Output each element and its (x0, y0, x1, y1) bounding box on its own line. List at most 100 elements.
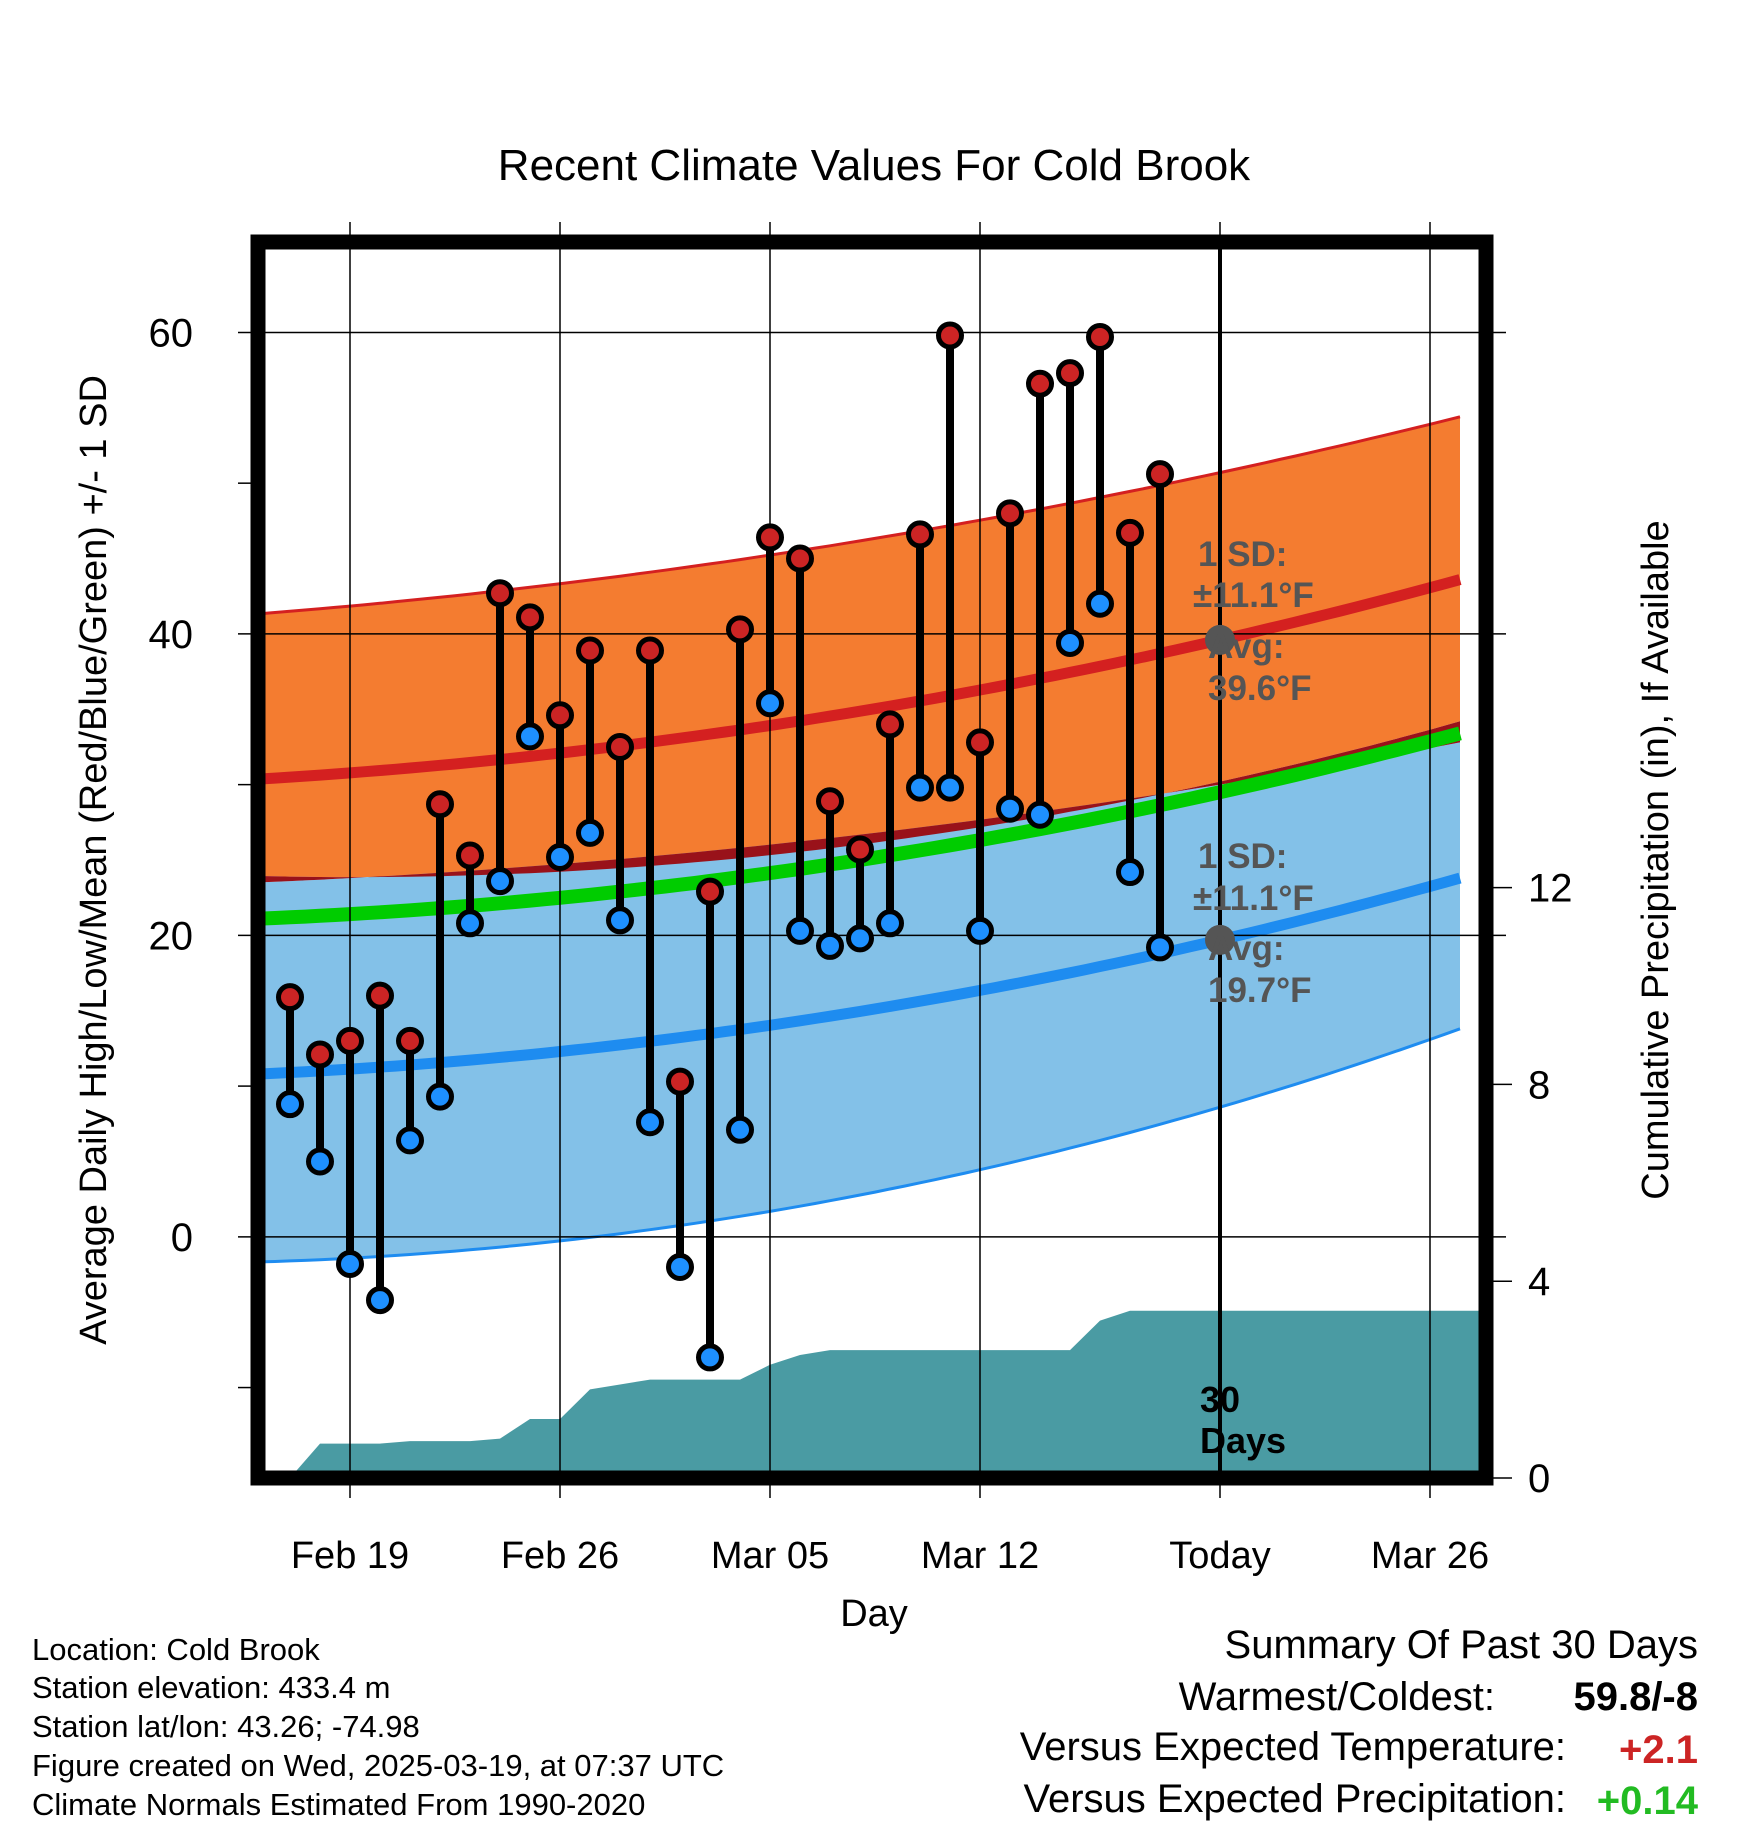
low-point (396, 1126, 424, 1155)
high-point (906, 520, 934, 549)
low-point (786, 916, 814, 945)
info-normals: Climate Normals Estimated From 1990-2020 (32, 1787, 646, 1822)
high-point (456, 841, 484, 870)
high-point (366, 981, 394, 1010)
x-tick-label: Feb 26 (501, 1535, 619, 1577)
x-tick-label: Mar 12 (921, 1535, 1039, 1577)
low-point (636, 1108, 664, 1137)
days-count: 30 (1200, 1379, 1240, 1420)
high-point (306, 1040, 334, 1069)
high-point (756, 523, 784, 552)
plot-frame (250, 234, 1494, 1486)
high-point (846, 835, 874, 864)
low-point (876, 909, 904, 938)
high-sd-label: 1 SD: (1198, 535, 1287, 574)
low-point (1026, 800, 1054, 829)
high-point (786, 544, 814, 573)
low-point (936, 773, 964, 802)
plot-border (250, 234, 1494, 1486)
high-point (666, 1067, 694, 1096)
precip-area (272, 1310, 1486, 1478)
high-point (996, 499, 1024, 528)
today-marker (1205, 242, 1235, 1478)
temp-versus-label: Versus Expected Temperature: (1019, 1725, 1566, 1769)
summary-heading: Summary Of Past 30 Days (1224, 1623, 1698, 1667)
x-tick-label: Mar 26 (1371, 1535, 1489, 1577)
high-point (636, 636, 664, 665)
info-elevation: Station elevation: 433.4 m (32, 1670, 391, 1705)
high-point (1056, 359, 1084, 388)
low-point (456, 909, 484, 938)
annotations: 1 SD: ±11.1°F Avg: 39.6°F 1 SD: ±11.1°F … (1193, 535, 1314, 1461)
chart-title: Recent Climate Values For Cold Brook (498, 141, 1251, 190)
low-avg-dot (1205, 924, 1235, 955)
high-upper-edge (259, 415, 1461, 616)
precip-fill (272, 1310, 1486, 1478)
low-point (996, 794, 1024, 823)
y2-tick-label: 4 (1528, 1260, 1550, 1304)
low-point (846, 924, 874, 953)
x-tick-label: Today (1169, 1535, 1270, 1577)
high-point (1146, 460, 1174, 489)
high-point (336, 1026, 364, 1055)
low-point (696, 1343, 724, 1372)
high-point (396, 1026, 424, 1055)
warmest-coldest-value: 59.8/-8 (1573, 1675, 1698, 1719)
high-point (546, 701, 574, 730)
y2-tick-label: 0 (1528, 1457, 1550, 1501)
low-avg-line (259, 872, 1462, 1080)
y2-tick-label: 12 (1528, 867, 1573, 911)
low-point (576, 818, 604, 847)
daily-ranges (286, 335, 1164, 1358)
y-tick-label: 20 (149, 914, 194, 958)
low-point (756, 689, 784, 718)
low-point (366, 1286, 394, 1315)
low-point (276, 1090, 304, 1119)
axis-ticks: Feb 19 Feb 26 Mar 05 Mar 12 Today Mar 2602040… (149, 311, 1573, 1577)
low-point (606, 906, 634, 935)
high-point (936, 321, 964, 350)
low-point (816, 931, 844, 960)
x-axis-label: Day (840, 1593, 908, 1635)
x-tick-label: Mar 05 (711, 1535, 829, 1577)
high-avg-dot (1205, 624, 1235, 655)
low-point (336, 1249, 364, 1278)
low-point (1056, 628, 1084, 657)
x-tick-label: Feb 19 (291, 1535, 409, 1577)
y-tick-label: 60 (149, 311, 194, 355)
low-point (426, 1082, 454, 1111)
precip-versus-label: Versus Expected Precipitation: (1023, 1777, 1566, 1821)
y-tick-label: 0 (171, 1216, 193, 1260)
info-location: Location: Cold Brook (32, 1632, 320, 1667)
low-point (516, 722, 544, 751)
low-point (306, 1147, 334, 1176)
high-sd-value: ±11.1°F (1193, 576, 1314, 615)
low-avg-value: 19.7°F (1208, 971, 1312, 1010)
daily-markers (276, 321, 1174, 1372)
y-tick-label: 40 (149, 613, 194, 657)
low-point (726, 1115, 754, 1144)
high-point (1086, 322, 1114, 351)
low-sd-label: 1 SD: (1198, 837, 1287, 876)
high-point (1116, 518, 1144, 547)
low-point (1086, 589, 1114, 618)
low-sd-value: ±11.1°F (1193, 879, 1314, 918)
high-point (276, 983, 304, 1012)
high-point (696, 877, 724, 906)
high-point (876, 710, 904, 739)
info-created: Figure created on Wed, 2025-03-19, at 07… (32, 1748, 725, 1783)
temp-versus-value: +2.1 (1619, 1728, 1698, 1772)
low-point (546, 842, 574, 871)
high-point (426, 790, 454, 819)
y2-tick-label: 8 (1528, 1063, 1550, 1107)
low-point (906, 773, 934, 802)
y-axis-label: Average Daily High/Low/Mean (Red/Blue/Gr… (73, 375, 115, 1345)
high-avg-value: 39.6°F (1208, 669, 1312, 708)
low-point (966, 916, 994, 945)
high-avg-label: Avg: (1208, 627, 1284, 666)
high-point (1026, 369, 1054, 398)
high-avg-line (259, 574, 1462, 785)
high-point (516, 603, 544, 632)
low-lower-edge (259, 1027, 1461, 1264)
